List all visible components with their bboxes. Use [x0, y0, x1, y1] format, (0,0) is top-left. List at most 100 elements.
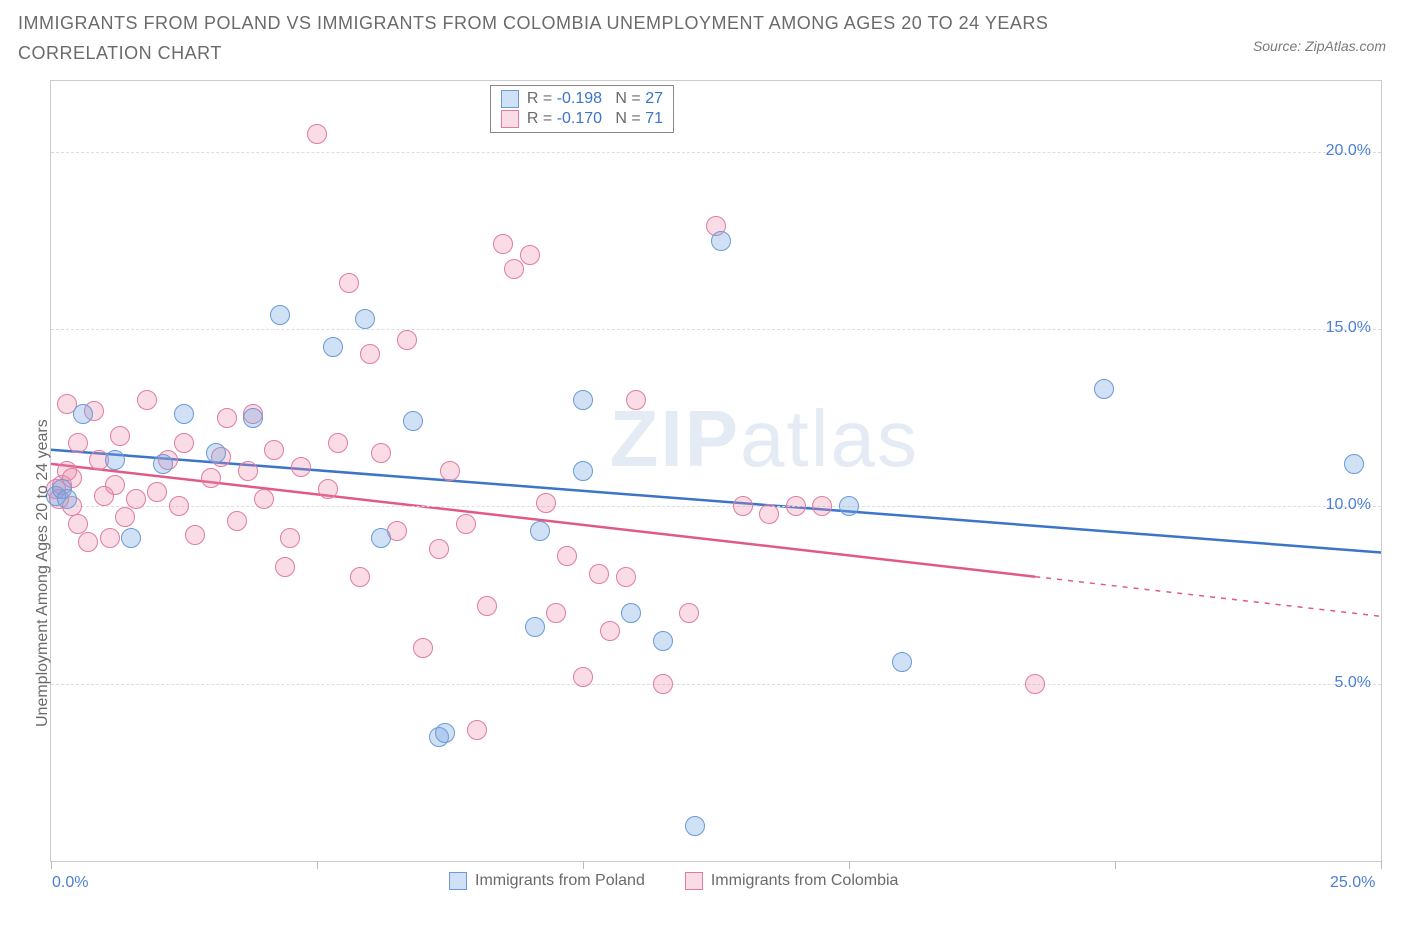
gridline-h — [51, 506, 1381, 507]
scatter-point-colombia — [467, 720, 487, 740]
scatter-point-colombia — [759, 504, 779, 524]
scatter-point-colombia — [520, 245, 540, 265]
scatter-point-colombia — [626, 390, 646, 410]
legend-row-poland: R = -0.198 N = 27 — [501, 90, 663, 108]
scatter-point-poland — [1344, 454, 1364, 474]
scatter-point-colombia — [350, 567, 370, 587]
scatter-point-poland — [573, 390, 593, 410]
legend-bottom-label-colombia: Immigrants from Colombia — [711, 872, 899, 890]
x-tick — [583, 861, 584, 869]
swatch-colombia — [685, 872, 703, 890]
scatter-point-poland — [1094, 379, 1114, 399]
x-tick — [317, 861, 318, 869]
scatter-point-colombia — [493, 234, 513, 254]
scatter-point-colombia — [653, 674, 673, 694]
scatter-point-poland — [243, 408, 263, 428]
legend-bottom: Immigrants from Poland Immigrants from Co… — [449, 872, 898, 890]
scatter-point-poland — [530, 521, 550, 541]
scatter-point-colombia — [440, 461, 460, 481]
scatter-point-poland — [403, 411, 423, 431]
scatter-point-colombia — [318, 479, 338, 499]
scatter-point-colombia — [238, 461, 258, 481]
scatter-point-poland — [57, 489, 77, 509]
scatter-point-poland — [323, 337, 343, 357]
scatter-point-poland — [525, 617, 545, 637]
scatter-point-colombia — [137, 390, 157, 410]
x-tick-label: 0.0% — [52, 874, 88, 892]
scatter-point-colombia — [110, 426, 130, 446]
scatter-point-poland — [711, 231, 731, 251]
scatter-point-colombia — [360, 344, 380, 364]
scatter-point-poland — [121, 528, 141, 548]
scatter-point-colombia — [68, 433, 88, 453]
scatter-point-colombia — [589, 564, 609, 584]
x-tick — [1381, 861, 1382, 869]
legend-text-poland: R = -0.198 N = 27 — [527, 90, 663, 108]
scatter-point-poland — [573, 461, 593, 481]
scatter-point-poland — [892, 652, 912, 672]
scatter-point-colombia — [504, 259, 524, 279]
scatter-point-colombia — [573, 667, 593, 687]
legend-row-colombia: R = -0.170 N = 71 — [501, 110, 663, 128]
source-name: ZipAtlas.com — [1305, 38, 1386, 54]
source-prefix: Source: — [1253, 38, 1305, 54]
x-tick-label: 25.0% — [1330, 874, 1375, 892]
watermark-atlas: atlas — [740, 394, 919, 483]
swatch-poland — [449, 872, 467, 890]
scatter-point-poland — [153, 454, 173, 474]
y-tick-label: 10.0% — [1326, 496, 1371, 514]
scatter-point-poland — [435, 723, 455, 743]
scatter-point-poland — [174, 404, 194, 424]
scatter-point-colombia — [557, 546, 577, 566]
y-axis-label: Unemployment Among Ages 20 to 24 years — [34, 420, 52, 728]
scatter-point-poland — [73, 404, 93, 424]
trend-line-colombia-dashed — [1035, 577, 1381, 617]
scatter-point-colombia — [600, 621, 620, 641]
gridline-h — [51, 152, 1381, 153]
scatter-point-colombia — [100, 528, 120, 548]
scatter-point-colombia — [126, 489, 146, 509]
gridline-h — [51, 684, 1381, 685]
gridline-h — [51, 329, 1381, 330]
scatter-point-poland — [270, 305, 290, 325]
scatter-point-colombia — [733, 496, 753, 516]
legend-bottom-item-colombia: Immigrants from Colombia — [685, 872, 899, 890]
watermark: ZIPatlas — [610, 393, 919, 485]
scatter-point-colombia — [413, 638, 433, 658]
scatter-point-colombia — [616, 567, 636, 587]
scatter-point-colombia — [307, 124, 327, 144]
scatter-point-colombia — [174, 433, 194, 453]
x-tick — [849, 861, 850, 869]
source-credit: Source: ZipAtlas.com — [1253, 38, 1386, 54]
scatter-point-poland — [653, 631, 673, 651]
scatter-point-colombia — [275, 557, 295, 577]
scatter-point-colombia — [115, 507, 135, 527]
scatter-point-colombia — [68, 514, 88, 534]
legend-bottom-label-poland: Immigrants from Poland — [475, 872, 645, 890]
y-tick-label: 20.0% — [1326, 142, 1371, 160]
trend-line-colombia — [51, 464, 1035, 577]
scatter-point-colombia — [397, 330, 417, 350]
scatter-point-poland — [371, 528, 391, 548]
scatter-point-poland — [839, 496, 859, 516]
x-tick — [51, 861, 52, 869]
scatter-point-colombia — [786, 496, 806, 516]
scatter-point-colombia — [291, 457, 311, 477]
legend-text-colombia: R = -0.170 N = 71 — [527, 110, 663, 128]
scatter-point-colombia — [371, 443, 391, 463]
scatter-point-colombia — [477, 596, 497, 616]
legend-bottom-item-poland: Immigrants from Poland — [449, 872, 645, 890]
y-tick-label: 15.0% — [1326, 319, 1371, 337]
scatter-point-colombia — [185, 525, 205, 545]
scatter-point-colombia — [254, 489, 274, 509]
scatter-point-colombia — [217, 408, 237, 428]
swatch-poland — [501, 90, 519, 108]
scatter-point-colombia — [812, 496, 832, 516]
scatter-point-poland — [206, 443, 226, 463]
chart-title: IMMIGRANTS FROM POLAND VS IMMIGRANTS FRO… — [18, 8, 1178, 68]
scatter-point-colombia — [78, 532, 98, 552]
scatter-point-colombia — [456, 514, 476, 534]
scatter-point-poland — [685, 816, 705, 836]
scatter-point-colombia — [227, 511, 247, 531]
scatter-point-colombia — [264, 440, 284, 460]
